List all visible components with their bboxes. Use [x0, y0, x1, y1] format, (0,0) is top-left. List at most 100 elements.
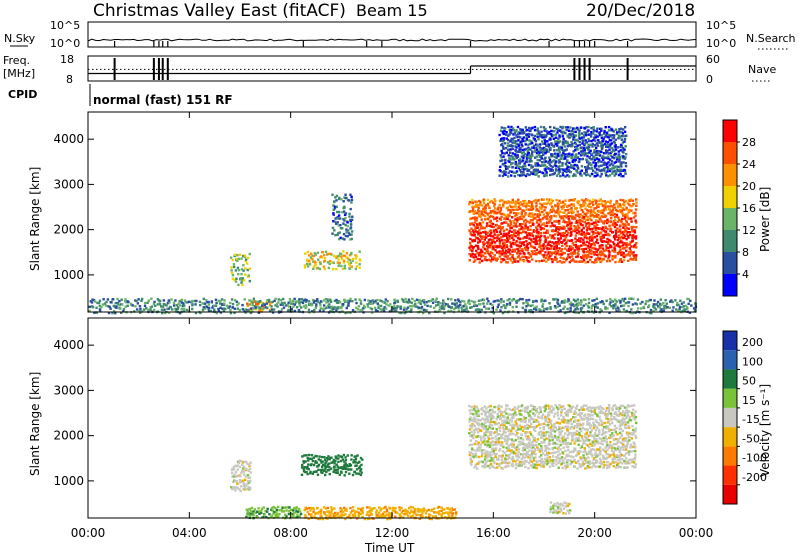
- power-cell: [347, 304, 350, 307]
- power-cell: [534, 306, 537, 310]
- power-cell: [463, 300, 466, 303]
- power-cell: [535, 201, 538, 205]
- velocity-cell: [508, 413, 511, 416]
- power-cell: [524, 308, 528, 312]
- power-cell: [598, 253, 601, 256]
- power-cell: [282, 306, 286, 309]
- velocity-cell: [553, 441, 557, 445]
- power-cell: [474, 236, 478, 239]
- power-cell: [598, 169, 601, 172]
- power-cell: [609, 143, 612, 146]
- power-cell: [346, 234, 349, 238]
- power-cell: [92, 311, 96, 315]
- velocity-cell: [514, 411, 517, 414]
- power-cell: [493, 205, 496, 208]
- velocity-cell: [506, 461, 510, 465]
- velocity-cell: [583, 442, 586, 445]
- power-cell: [534, 164, 537, 167]
- power-cell: [236, 303, 239, 307]
- power-cell: [218, 302, 222, 305]
- power-cell: [490, 241, 494, 244]
- velocity-cell: [594, 419, 598, 422]
- freq-label: Freq.: [3, 54, 30, 67]
- velocity-cell: [519, 440, 522, 444]
- power-cell: [498, 250, 501, 253]
- power-cell: [292, 305, 295, 308]
- velocity-cell: [522, 455, 525, 458]
- power-cell: [480, 250, 484, 253]
- power-cell: [531, 299, 535, 303]
- power-cell: [578, 203, 581, 206]
- power-cell: [613, 174, 616, 177]
- velocity-cell: [479, 446, 482, 449]
- power-cell: [628, 254, 631, 257]
- power-cell: [632, 216, 636, 219]
- power-cell: [608, 238, 611, 242]
- power-cell: [498, 241, 502, 245]
- velocity-cell: [505, 412, 508, 415]
- power-cell: [620, 138, 623, 141]
- power-cell: [623, 125, 627, 129]
- power-cell: [335, 199, 338, 202]
- power-cell: [228, 305, 232, 308]
- velocity-cell: [504, 461, 508, 465]
- power-cell: [496, 246, 499, 249]
- power-cell: [658, 302, 662, 306]
- power-cell: [274, 297, 277, 301]
- power-cell: [514, 235, 517, 238]
- power-cell: [102, 298, 105, 301]
- power-cell: [204, 299, 208, 302]
- velocity-cell: [525, 445, 529, 448]
- velocity-cell: [520, 457, 524, 460]
- velocity-cell: [541, 460, 544, 463]
- power-cell: [439, 308, 442, 311]
- velocity-cell: [495, 417, 498, 421]
- velocity-cell: [470, 463, 473, 466]
- power-cell: [488, 206, 491, 210]
- power-cell: [314, 306, 318, 310]
- power-cell: [628, 242, 632, 246]
- power-cell: [334, 255, 337, 259]
- power-cell: [576, 224, 580, 227]
- power-cell: [590, 212, 593, 215]
- power-cell: [594, 231, 598, 235]
- power-cell: [499, 309, 502, 312]
- power-cell: [337, 258, 340, 261]
- velocity-cell: [524, 465, 527, 469]
- velocity-cell: [547, 404, 550, 407]
- velocity-cell: [496, 433, 499, 436]
- power-cell: [530, 232, 534, 235]
- power-cell: [549, 219, 552, 222]
- power-cell: [337, 237, 341, 241]
- power-cell: [528, 242, 532, 245]
- power-cell: [580, 198, 584, 202]
- power-cell: [538, 135, 542, 138]
- power-cell: [531, 154, 534, 157]
- power-cell: [578, 140, 581, 144]
- power-cell: [531, 133, 534, 137]
- power-cell: [535, 240, 538, 243]
- power-cell: [582, 203, 585, 206]
- power-cell: [469, 222, 472, 225]
- velocity-cell: [556, 442, 559, 446]
- power-cell: [630, 308, 633, 311]
- power-cell: [677, 303, 680, 307]
- power-cell: [342, 254, 345, 257]
- power-cell: [327, 266, 331, 270]
- power-cell: [574, 234, 578, 237]
- velocity-cell: [532, 412, 535, 415]
- power-cell: [555, 226, 558, 229]
- power-cell: [506, 238, 510, 242]
- power-cell: [492, 240, 495, 243]
- power-cell: [517, 139, 520, 142]
- power-cell: [560, 215, 564, 218]
- power-cell: [535, 305, 538, 308]
- power-cell: [595, 305, 598, 309]
- power-cell: [523, 162, 526, 165]
- power-cell: [597, 152, 601, 156]
- velocity-cell: [574, 431, 577, 435]
- power-cell: [587, 167, 591, 170]
- power-cell: [222, 309, 226, 313]
- power-cell: [544, 240, 547, 244]
- power-cell: [369, 302, 372, 305]
